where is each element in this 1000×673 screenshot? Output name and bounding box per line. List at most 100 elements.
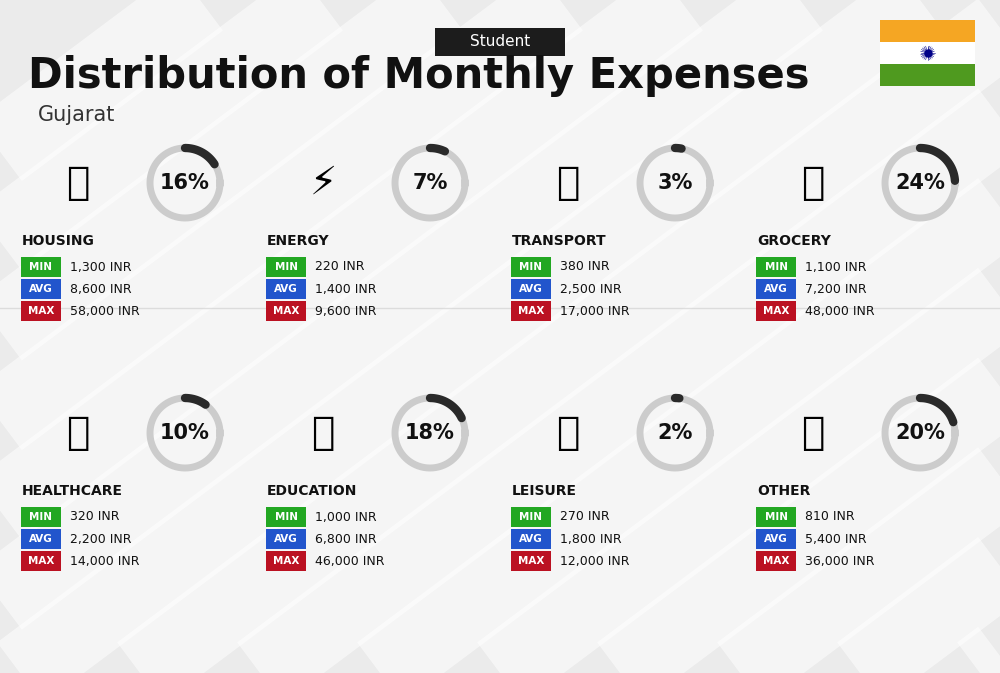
FancyBboxPatch shape [266,301,306,321]
FancyBboxPatch shape [266,507,306,527]
Text: 2,500 INR: 2,500 INR [560,283,622,295]
FancyBboxPatch shape [880,42,975,64]
FancyBboxPatch shape [21,551,61,571]
Text: 3%: 3% [657,173,693,193]
FancyBboxPatch shape [21,257,61,277]
FancyBboxPatch shape [880,20,975,42]
FancyBboxPatch shape [511,551,551,571]
Text: 220 INR: 220 INR [315,260,364,273]
Text: 58,000 INR: 58,000 INR [70,304,140,318]
Text: GROCERY: GROCERY [757,234,831,248]
Text: ENERGY: ENERGY [267,234,330,248]
FancyBboxPatch shape [435,28,565,56]
Text: MIN: MIN [30,262,52,272]
Text: 🎓: 🎓 [311,414,335,452]
Text: MAX: MAX [28,556,54,566]
FancyBboxPatch shape [266,551,306,571]
Text: MAX: MAX [273,556,299,566]
FancyBboxPatch shape [756,529,796,549]
Text: AVG: AVG [274,534,298,544]
Text: MAX: MAX [518,556,544,566]
FancyBboxPatch shape [21,529,61,549]
FancyBboxPatch shape [880,64,975,86]
Text: MIN: MIN [765,512,788,522]
Text: 17,000 INR: 17,000 INR [560,304,630,318]
FancyBboxPatch shape [511,507,551,527]
Text: MAX: MAX [763,556,789,566]
Text: MIN: MIN [765,262,788,272]
Text: 16%: 16% [160,173,210,193]
Text: 1,100 INR: 1,100 INR [805,260,866,273]
FancyBboxPatch shape [756,301,796,321]
FancyBboxPatch shape [266,529,306,549]
Text: MAX: MAX [28,306,54,316]
Text: 🏥: 🏥 [66,414,90,452]
FancyBboxPatch shape [756,507,796,527]
Text: EDUCATION: EDUCATION [267,484,357,498]
Text: AVG: AVG [519,284,543,294]
FancyBboxPatch shape [21,301,61,321]
Text: MIN: MIN [274,262,298,272]
FancyBboxPatch shape [511,529,551,549]
Text: 🛒: 🛒 [801,164,825,202]
Text: AVG: AVG [764,284,788,294]
FancyBboxPatch shape [266,279,306,299]
Text: 1,000 INR: 1,000 INR [315,511,377,524]
Text: 1,300 INR: 1,300 INR [70,260,132,273]
Text: 🚌: 🚌 [556,164,580,202]
Text: 18%: 18% [405,423,455,443]
Text: MIN: MIN [520,262,542,272]
Text: 2%: 2% [657,423,693,443]
Text: 1,800 INR: 1,800 INR [560,532,622,546]
Text: 7%: 7% [412,173,448,193]
Text: 10%: 10% [160,423,210,443]
Text: 270 INR: 270 INR [560,511,610,524]
Text: 24%: 24% [895,173,945,193]
FancyBboxPatch shape [511,301,551,321]
Text: Student: Student [470,34,530,50]
Text: MAX: MAX [518,306,544,316]
Text: MIN: MIN [520,512,542,522]
Text: Distribution of Monthly Expenses: Distribution of Monthly Expenses [28,55,810,97]
Text: AVG: AVG [29,534,53,544]
Text: MAX: MAX [273,306,299,316]
Text: OTHER: OTHER [757,484,810,498]
Text: AVG: AVG [274,284,298,294]
FancyBboxPatch shape [21,279,61,299]
Text: 🏢: 🏢 [66,164,90,202]
FancyBboxPatch shape [511,257,551,277]
Text: MIN: MIN [274,512,298,522]
Text: MIN: MIN [30,512,52,522]
Text: 2,200 INR: 2,200 INR [70,532,132,546]
Text: ⚡: ⚡ [309,164,337,202]
Text: 5,400 INR: 5,400 INR [805,532,867,546]
Text: 🛍: 🛍 [556,414,580,452]
Text: LEISURE: LEISURE [512,484,577,498]
FancyBboxPatch shape [756,257,796,277]
Text: 46,000 INR: 46,000 INR [315,555,384,567]
Text: 20%: 20% [895,423,945,443]
FancyBboxPatch shape [511,279,551,299]
Text: 810 INR: 810 INR [805,511,855,524]
Text: 380 INR: 380 INR [560,260,610,273]
FancyBboxPatch shape [756,279,796,299]
Text: 💰: 💰 [801,414,825,452]
Text: 6,800 INR: 6,800 INR [315,532,377,546]
Text: 36,000 INR: 36,000 INR [805,555,874,567]
Text: AVG: AVG [764,534,788,544]
Text: 48,000 INR: 48,000 INR [805,304,875,318]
FancyBboxPatch shape [266,257,306,277]
Text: TRANSPORT: TRANSPORT [512,234,607,248]
FancyBboxPatch shape [756,551,796,571]
Text: 9,600 INR: 9,600 INR [315,304,376,318]
Text: 320 INR: 320 INR [70,511,120,524]
Text: Gujarat: Gujarat [38,105,115,125]
Text: AVG: AVG [519,534,543,544]
Text: HEALTHCARE: HEALTHCARE [22,484,123,498]
Text: 1,400 INR: 1,400 INR [315,283,376,295]
Text: 7,200 INR: 7,200 INR [805,283,867,295]
Text: 8,600 INR: 8,600 INR [70,283,132,295]
FancyBboxPatch shape [21,507,61,527]
Text: HOUSING: HOUSING [22,234,95,248]
Text: AVG: AVG [29,284,53,294]
